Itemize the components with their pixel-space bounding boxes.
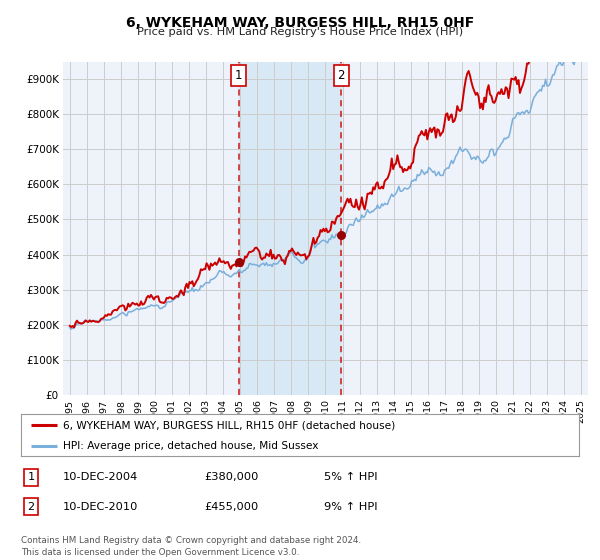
Bar (239, 62, 341, 395)
Text: 2: 2 (28, 502, 35, 512)
Text: 6, WYKEHAM WAY, BURGESS HILL, RH15 0HF (detached house): 6, WYKEHAM WAY, BURGESS HILL, RH15 0HF (… (63, 421, 395, 430)
Text: 6, WYKEHAM WAY, BURGESS HILL, RH15 0HF: 6, WYKEHAM WAY, BURGESS HILL, RH15 0HF (126, 16, 474, 30)
Text: 10-DEC-2004: 10-DEC-2004 (63, 472, 138, 482)
Text: HPI: Average price, detached house, Mid Sussex: HPI: Average price, detached house, Mid … (63, 441, 319, 451)
Text: £455,000: £455,000 (204, 502, 258, 512)
Text: 1: 1 (235, 69, 242, 82)
Text: Contains HM Land Registry data © Crown copyright and database right 2024.
This d: Contains HM Land Registry data © Crown c… (21, 536, 361, 557)
Text: 9% ↑ HPI: 9% ↑ HPI (324, 502, 377, 512)
Text: 5% ↑ HPI: 5% ↑ HPI (324, 472, 377, 482)
Text: 10-DEC-2010: 10-DEC-2010 (63, 502, 139, 512)
Text: 1: 1 (28, 472, 35, 482)
Text: £380,000: £380,000 (204, 472, 259, 482)
Text: 2: 2 (337, 69, 345, 82)
Text: Price paid vs. HM Land Registry's House Price Index (HPI): Price paid vs. HM Land Registry's House … (137, 27, 463, 37)
